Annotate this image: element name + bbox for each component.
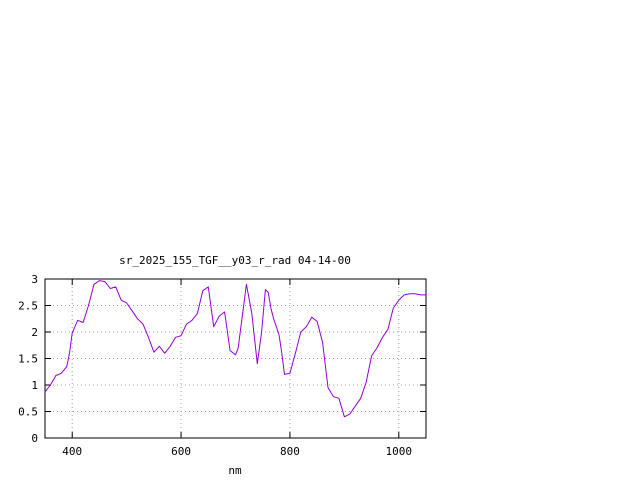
y-tick-label: 1 (31, 379, 38, 392)
y-tick-label: 3 (31, 273, 38, 286)
y-tick-label: 2 (31, 326, 38, 339)
x-tick-label: 1000 (386, 445, 413, 458)
y-tick-label: 2.5 (18, 300, 38, 313)
series-layer (44, 280, 426, 418)
grid (45, 279, 426, 438)
x-tick-label: 400 (62, 445, 82, 458)
x-tick-label: 800 (280, 445, 300, 458)
y-tick-label: 0 (31, 432, 38, 445)
y-tick-label: 1.5 (18, 353, 38, 366)
x-tick-label: 600 (171, 445, 191, 458)
axis-ticks: 0 0.5 1 1.5 2 2.5 3 400 600 800 1000 (18, 273, 426, 458)
plot-frame (44, 278, 427, 439)
chart-title: sr_2025_155_TGF__y03_r_rad 04-14-00 (119, 254, 351, 267)
series-line (44, 280, 426, 418)
x-axis-label: nm (228, 464, 242, 477)
y-tick-label: 0.5 (18, 406, 38, 419)
